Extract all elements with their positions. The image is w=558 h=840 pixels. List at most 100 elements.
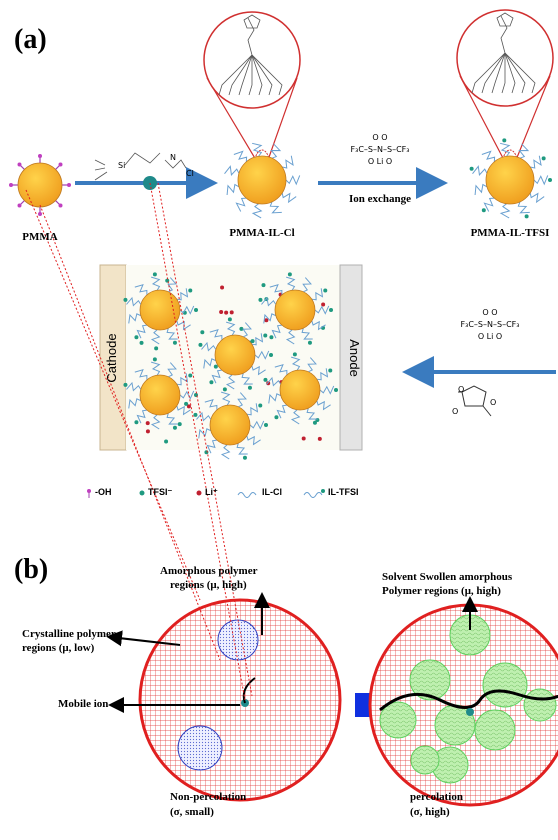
particle: [486, 156, 534, 204]
tfsi: [542, 156, 546, 160]
tfsi: [269, 335, 273, 339]
formula: O Li O: [478, 332, 502, 341]
tfsi: [123, 298, 127, 302]
reaction-label: Ion exchange: [349, 193, 411, 205]
atom: Si: [118, 161, 125, 170]
chain: [253, 204, 261, 218]
chain: [236, 198, 246, 211]
legend-icon: [87, 489, 91, 493]
oh-group: [59, 162, 63, 166]
tfsi: [209, 380, 213, 384]
chain: [484, 198, 494, 211]
tfsi: [258, 404, 262, 408]
panel-label: (a): [14, 24, 47, 55]
legend-icon: [197, 491, 202, 496]
legend-text: Li⁺: [205, 487, 218, 497]
chain: [252, 143, 261, 156]
particle: [140, 290, 180, 330]
atom: O: [490, 398, 496, 407]
legend-icon: [238, 493, 256, 498]
chain: [475, 185, 487, 195]
tfsi: [154, 346, 158, 350]
tfsi: [188, 374, 192, 378]
chain: [473, 166, 487, 175]
li-ion: [146, 421, 150, 425]
stage-label: PMMA-IL-Cl: [229, 227, 294, 239]
annotation: Crystalline polymer: [22, 628, 116, 640]
tfsi: [153, 272, 157, 276]
li-ion: [264, 318, 268, 322]
tfsi: [261, 283, 265, 287]
legend-text: IL-TFSI: [328, 487, 359, 497]
oh-group: [67, 183, 71, 187]
tfsi: [228, 317, 232, 321]
tfsi: [308, 341, 312, 345]
chain: [519, 144, 528, 158]
chain: [227, 185, 239, 195]
legend-icon: [321, 489, 325, 493]
particle: [18, 163, 62, 207]
annotation: regions (μ, low): [22, 642, 95, 654]
tfsi: [200, 330, 204, 334]
oh-group: [38, 154, 42, 158]
panel-label: (b): [14, 554, 48, 585]
annotation: Mobile ion: [58, 698, 108, 710]
tfsi: [198, 343, 202, 347]
tfsi: [482, 208, 486, 212]
particle: [215, 335, 255, 375]
swollen-region: [411, 746, 439, 774]
electrode-label: Cathode: [104, 333, 119, 382]
chain: [282, 156, 293, 168]
tfsi: [323, 289, 327, 293]
tfsi: [525, 214, 529, 218]
li-ion: [224, 311, 228, 315]
li-ion: [146, 429, 150, 433]
tfsi: [193, 413, 197, 417]
annotation: Polymer regions (μ, high): [382, 585, 501, 597]
oh-group: [38, 212, 42, 216]
atom: N: [170, 153, 176, 162]
tfsi: [243, 456, 247, 460]
legend-text: -OH: [95, 487, 112, 497]
tfsi: [184, 402, 188, 406]
state-label: (σ, small): [170, 806, 214, 818]
tfsi: [548, 178, 552, 182]
tfsi: [313, 421, 317, 425]
tfsi: [334, 388, 338, 392]
annotation: Solvent Swollen amorphous: [382, 571, 513, 583]
particle: [210, 405, 250, 445]
tfsi: [140, 341, 144, 345]
tfsi: [164, 440, 168, 444]
tfsi: [263, 378, 267, 382]
atom: O: [458, 385, 464, 394]
swollen-region: [475, 710, 515, 750]
atom: O: [452, 407, 458, 416]
chain: [234, 151, 247, 161]
formula: O O: [372, 133, 387, 142]
chain: [530, 193, 544, 202]
tfsi: [502, 138, 506, 142]
li-ion: [318, 437, 322, 441]
chain: [534, 175, 548, 184]
tfsi: [288, 272, 292, 276]
stage-label: PMMA: [22, 231, 57, 243]
tfsi: [178, 422, 182, 426]
state-label: percolation: [410, 791, 463, 803]
tfsi: [123, 383, 127, 387]
tfsi: [470, 167, 474, 171]
swollen-region: [483, 663, 527, 707]
ion: [466, 708, 474, 716]
chain: [286, 175, 300, 184]
oh-group: [9, 183, 13, 187]
tfsi: [188, 289, 192, 293]
legend-text: IL-Cl: [262, 487, 282, 497]
state-label: Non-percolation: [170, 791, 246, 803]
oh-group: [17, 162, 21, 166]
figure: (a) PMMA PMMA-IL-Cl PMMA-IL-TFSI Ion exc…: [0, 0, 558, 840]
tfsi: [153, 357, 157, 361]
tfsi: [274, 415, 278, 419]
tfsi: [134, 335, 138, 339]
state-label: (σ, high): [410, 806, 450, 818]
chain: [282, 193, 296, 202]
stage-label: PMMA-IL-TFSI: [471, 227, 550, 239]
